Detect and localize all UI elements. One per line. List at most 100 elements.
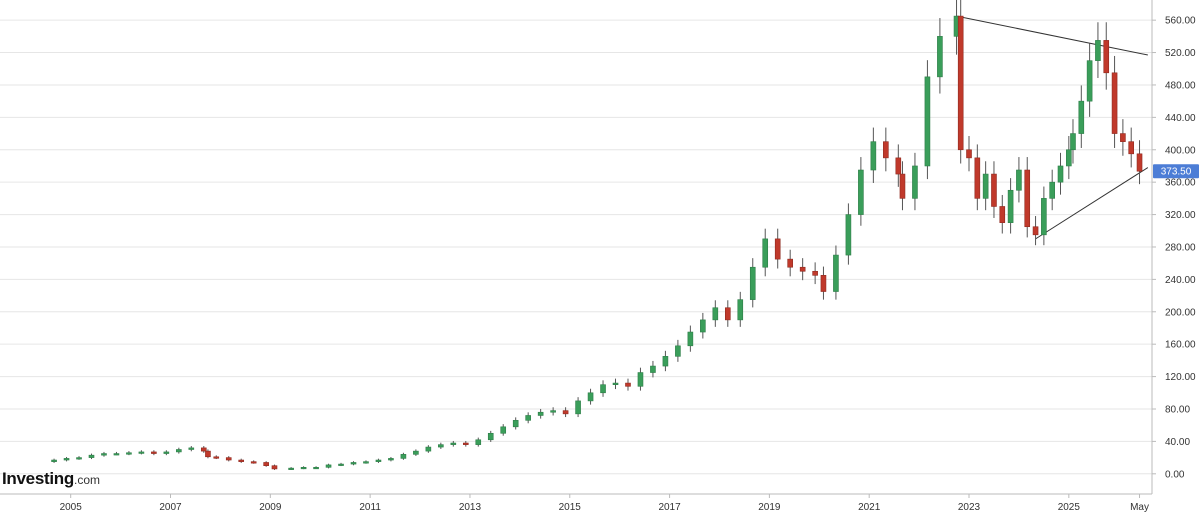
candle-body <box>338 463 344 466</box>
candle-body <box>271 465 278 470</box>
candle-body <box>101 453 107 456</box>
candle-body <box>525 415 531 421</box>
x-tick-label: 2015 <box>559 502 582 513</box>
x-tick-label: 2007 <box>159 502 182 513</box>
trendline <box>956 15 1148 56</box>
candles <box>51 0 1143 470</box>
y-tick-label: 200.00 <box>1165 307 1196 318</box>
last-price-label: 373.50 <box>1161 167 1192 178</box>
candle-body <box>151 451 157 454</box>
candle-body <box>662 356 669 367</box>
candle-body <box>966 149 972 159</box>
candle-body <box>375 459 382 462</box>
candle-body <box>999 206 1006 223</box>
candle-body <box>225 457 232 461</box>
y-tick-label: 40.00 <box>1165 437 1190 448</box>
candle-body <box>957 15 964 151</box>
candle-body <box>1024 169 1031 228</box>
candle-body <box>205 450 211 458</box>
candle-body <box>812 270 818 276</box>
candle-body <box>76 457 82 460</box>
candle-body <box>213 456 220 459</box>
candle-body <box>712 307 719 321</box>
candle-body <box>625 382 631 387</box>
candle-body <box>724 307 731 321</box>
y-tick-label: 560.00 <box>1165 16 1196 27</box>
candle-body <box>1111 72 1118 134</box>
candle-body <box>487 432 494 441</box>
candle-body <box>300 467 307 470</box>
candle-body <box>188 447 195 450</box>
candle-body <box>200 447 207 452</box>
candle-body <box>1086 60 1093 102</box>
x-tick-label: 2021 <box>858 502 881 513</box>
candle-body <box>799 266 806 272</box>
candle-body <box>450 442 457 445</box>
candle-body <box>475 439 482 445</box>
x-tick-label: 2025 <box>1058 502 1081 513</box>
y-tick-label: 480.00 <box>1165 80 1196 91</box>
candle-body <box>313 467 319 470</box>
candle-body <box>550 410 556 413</box>
logo-suffix: .com <box>74 473 100 487</box>
x-tick-label: 2023 <box>958 502 981 513</box>
candle-body <box>1016 169 1022 191</box>
candle-body <box>575 400 581 415</box>
y-tick-label: 120.00 <box>1165 372 1196 383</box>
candle-body <box>462 442 469 445</box>
candle-body <box>833 254 839 292</box>
x-axis: 2005 2007 2009 2011 2013 2015 2017 2019 2021 2023… <box>0 493 1152 513</box>
candle-body <box>600 384 606 394</box>
x-tick-label: May <box>1130 502 1149 513</box>
candle-body <box>820 275 827 292</box>
candle-body <box>113 453 120 456</box>
candle-body <box>991 173 997 207</box>
candle-body <box>587 392 594 402</box>
candle-body <box>612 382 619 385</box>
candle-body <box>1032 226 1039 236</box>
x-tick-label: 2013 <box>459 502 482 513</box>
candle-body <box>1095 40 1101 61</box>
trendlines <box>956 15 1149 240</box>
candle-body <box>413 450 419 455</box>
candle-body <box>675 345 681 357</box>
candle-body <box>363 461 369 464</box>
x-tick-label: 2017 <box>658 502 681 513</box>
logo-text: Investing <box>2 469 74 488</box>
y-axis: 0.00 40.00 80.00 120.00 160.00 200.00 240.00 28… <box>1151 0 1196 494</box>
candle-body <box>1078 100 1085 134</box>
candle-body <box>870 141 877 171</box>
candle-body <box>737 299 744 321</box>
candle-body <box>325 464 332 468</box>
candle-body <box>774 238 781 260</box>
y-tick-label: 520.00 <box>1165 48 1196 59</box>
candle-body <box>512 420 519 428</box>
candle-body <box>63 458 70 461</box>
y-tick-label: 400.00 <box>1165 145 1196 156</box>
candle-body <box>88 454 95 458</box>
candle-body <box>1057 165 1064 183</box>
candle-body <box>238 459 245 462</box>
candle-body <box>1007 189 1014 223</box>
last-price-badge <box>1153 164 1199 179</box>
candle-body <box>974 157 981 199</box>
x-tick-label: 2005 <box>60 502 83 513</box>
investing-logo: Investing .com <box>2 469 100 488</box>
last-price-marker: 373.50 <box>1153 164 1199 179</box>
x-tick-label: 2009 <box>259 502 282 513</box>
candle-body <box>1049 181 1055 199</box>
candle-body <box>537 411 544 416</box>
candle-body <box>350 462 357 465</box>
candle-body <box>1070 133 1076 151</box>
y-tick-label: 80.00 <box>1165 404 1190 415</box>
candle-body <box>126 452 132 455</box>
candle-body <box>388 458 394 461</box>
candle-body <box>562 410 569 415</box>
candle-body <box>163 451 170 454</box>
candle-body <box>637 372 644 387</box>
candle-body <box>982 173 989 199</box>
trendline <box>1035 167 1149 240</box>
y-tick-label: 360.00 <box>1165 178 1196 189</box>
